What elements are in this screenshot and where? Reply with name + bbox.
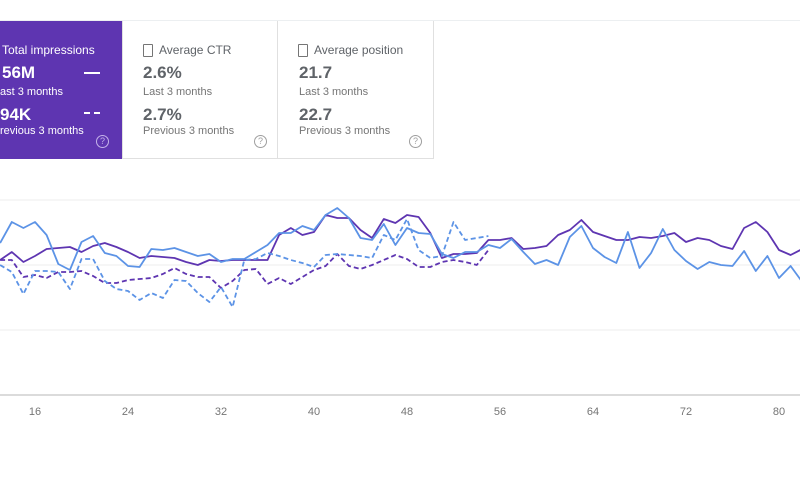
metric-card-average-ctr[interactable]: Average CTR 2.6% Last 3 months 2.7% Prev… (122, 21, 278, 159)
x-tick-label: 80 (772, 406, 786, 418)
ctr-current-value: 2.6% (143, 63, 182, 82)
top-divider (0, 20, 800, 21)
card-label: Total impressions (2, 43, 95, 57)
series-line-3 (0, 218, 489, 308)
x-tick-label: 40 (307, 406, 321, 418)
checkbox-icon[interactable] (298, 43, 308, 57)
help-icon[interactable]: ? (96, 135, 109, 148)
x-tick-label: 24 (121, 406, 135, 418)
series-line-0 (0, 214, 800, 266)
position-current-value: 21.7 (299, 63, 333, 82)
metric-card-total-impressions[interactable]: Total impressions 56M ast 3 months 94K r… (0, 21, 122, 159)
impressions-current-value: 56M (2, 63, 36, 82)
series-line-2 (0, 249, 490, 289)
help-icon[interactable]: ? (409, 135, 422, 148)
series-line-1 (0, 207, 800, 281)
position-previous-value: 22.7 (299, 105, 333, 124)
card-label: Average position (314, 43, 404, 57)
x-tick-label: 72 (679, 406, 693, 418)
x-tick-label: 56 (493, 406, 507, 418)
checkbox-icon[interactable] (143, 43, 153, 57)
position-previous-period: Previous 3 months (299, 125, 391, 137)
impressions-previous-value: 94K (0, 105, 32, 124)
card-label: Average CTR (159, 43, 232, 57)
ctr-current-period: Last 3 months (143, 86, 213, 98)
ctr-previous-value: 2.7% (143, 105, 182, 124)
x-tick-label: 48 (400, 406, 414, 418)
metric-card-average-position[interactable]: Average position 21.7 Last 3 months 22.7… (277, 21, 434, 159)
solid-line-legend-icon (84, 72, 100, 74)
dashed-line-legend-icon (84, 112, 100, 114)
x-tick-label: 16 (28, 406, 42, 418)
impressions-current-period: ast 3 months (0, 86, 63, 98)
x-tick-label: 64 (586, 406, 600, 418)
ctr-previous-period: Previous 3 months (143, 125, 235, 137)
help-icon[interactable]: ? (254, 135, 267, 148)
impressions-previous-period: revious 3 months (0, 125, 84, 137)
x-tick-label: 32 (214, 406, 228, 418)
position-current-period: Last 3 months (299, 86, 369, 98)
